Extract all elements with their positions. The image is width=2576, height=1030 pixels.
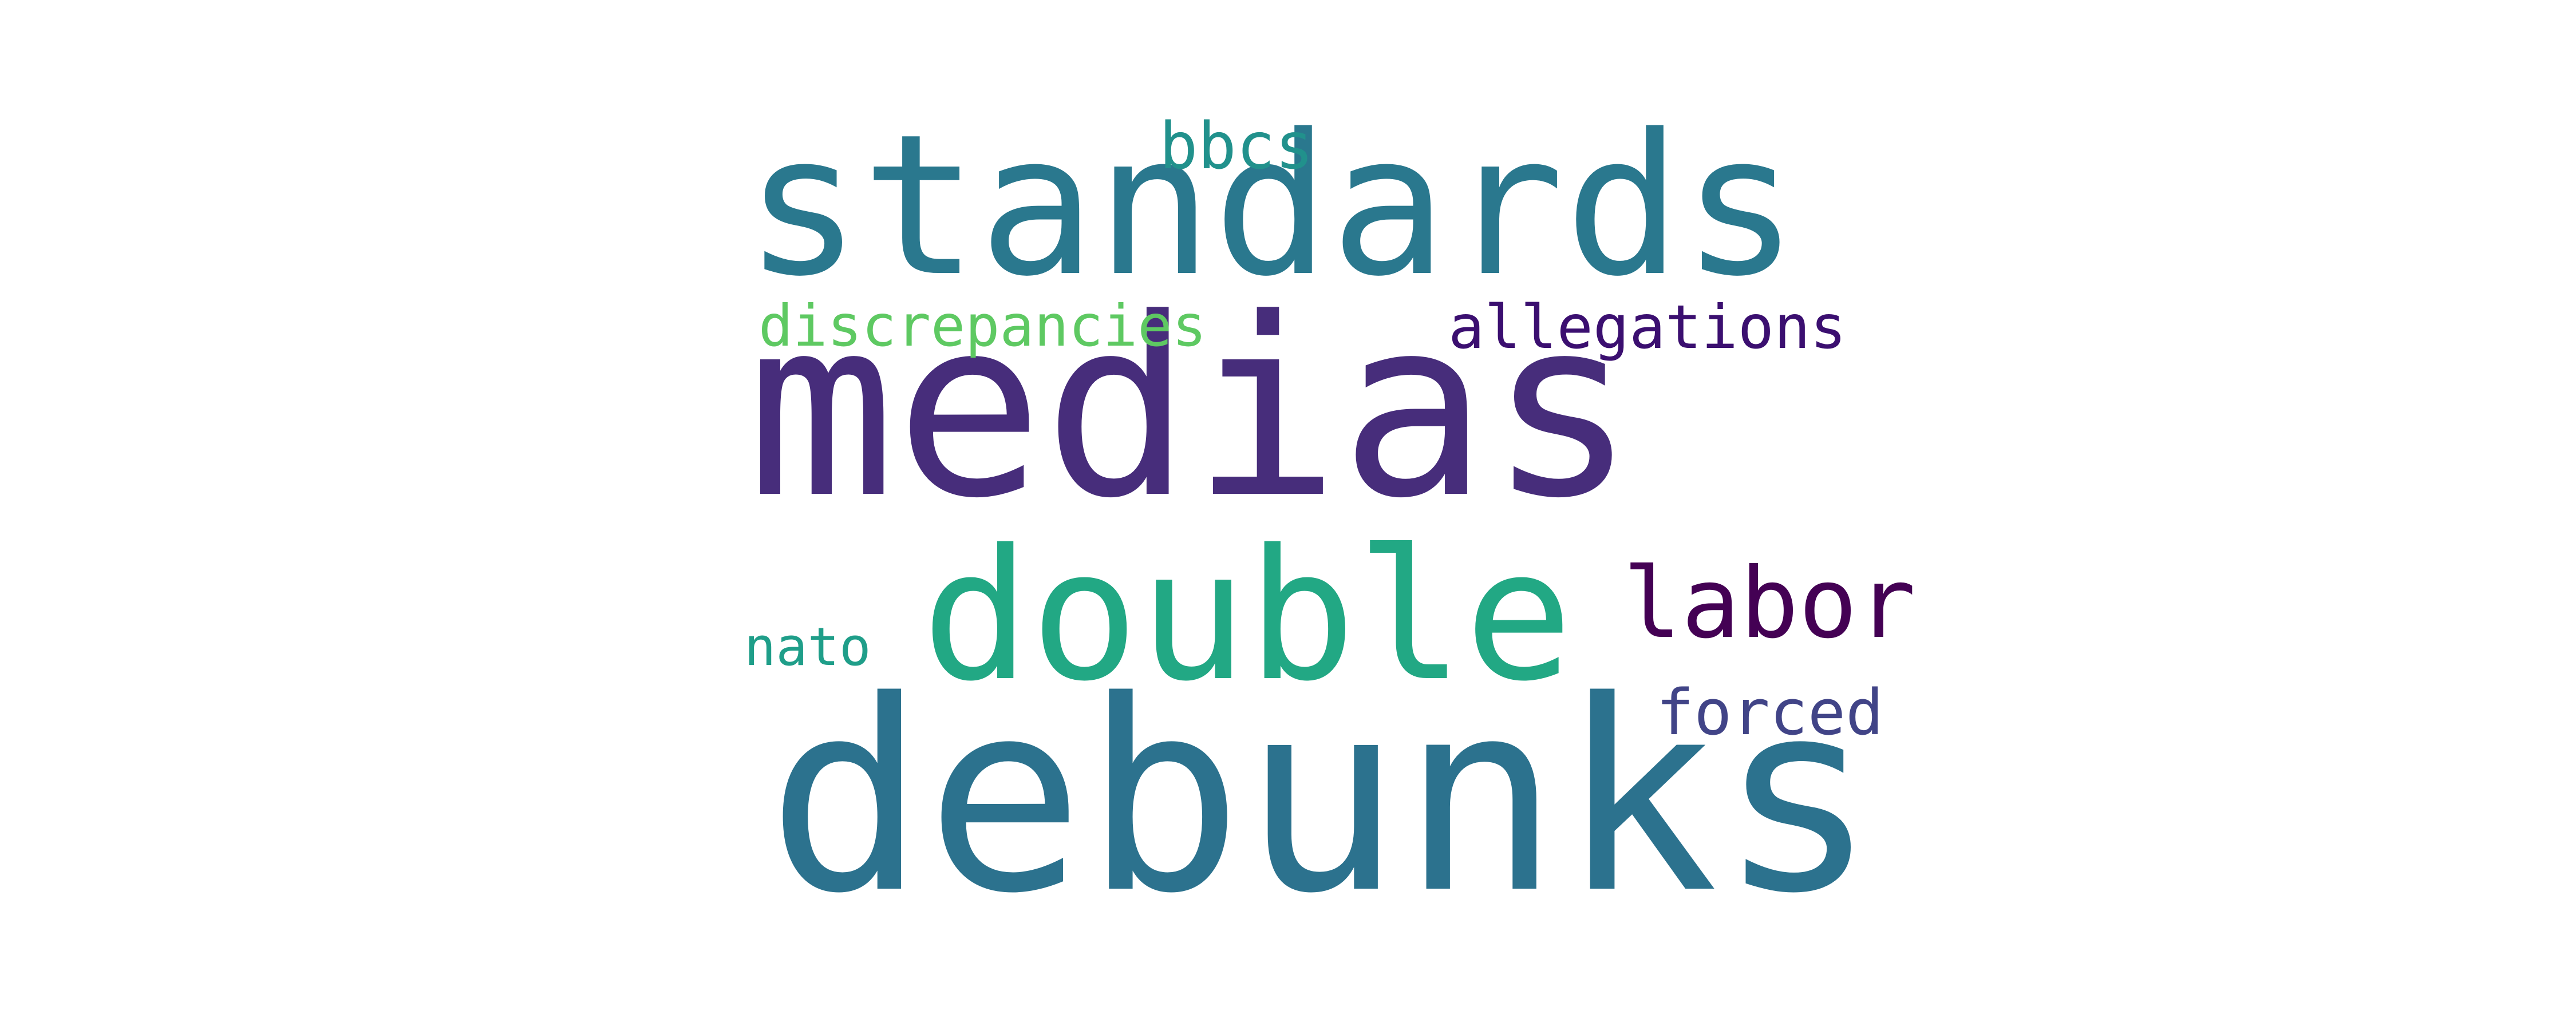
word-standards: standards [744,93,1799,319]
word-labor: labor [1623,547,1916,660]
word-bbcs: bbcs [1159,109,1314,184]
word-debunks: debunks [767,645,1877,951]
word-allegations: allegations [1448,292,1847,362]
word-nato: nato [744,616,871,678]
word-forced: forced [1656,676,1884,749]
word-discrepancies: discrepancies [758,292,1207,359]
word-medias: medias [747,266,1637,552]
word-double: double [922,512,1573,721]
